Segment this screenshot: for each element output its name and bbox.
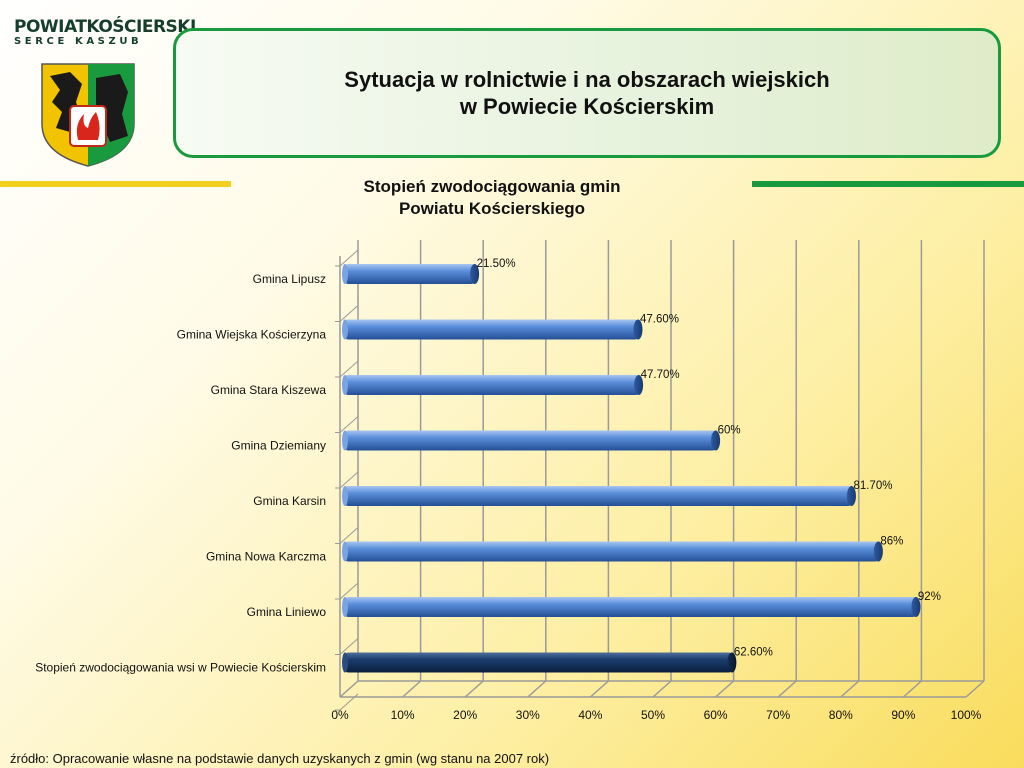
bar-start-cap: [342, 375, 348, 395]
y-wall-line: [339, 416, 359, 433]
category-label: Stopień zwodociągowania wsi w Powiecie K…: [35, 661, 326, 675]
y-wall-line: [339, 360, 359, 378]
gridline-floor: [777, 680, 797, 698]
y-wall-line: [339, 693, 359, 711]
y-wall-line: [339, 471, 359, 489]
bar-start-cap: [342, 319, 348, 340]
source-note: źródło: Opracowanie własne na podstawie …: [10, 751, 550, 766]
data-label: 47.60%: [640, 314, 679, 326]
data-label: 47.70%: [641, 369, 680, 381]
page-title-line2: w Powiecie Kościerskim: [459, 94, 715, 119]
bar: [345, 375, 639, 395]
logo-name: POWIATKOŚCIERSKI: [14, 17, 196, 37]
bar-end-cap: [634, 375, 644, 395]
y-wall-line: [339, 638, 359, 655]
data-label: 86%: [880, 536, 903, 548]
gridline-floor: [902, 680, 922, 698]
chart-title: Stopień zwodociągowania gmin Powiatu Koś…: [292, 176, 692, 220]
bar-start-cap: [342, 597, 348, 617]
x-tick-label: 20%: [453, 708, 477, 722]
gridline-floor: [715, 680, 735, 698]
category-label: Gmina Liniewo: [247, 605, 327, 619]
x-tick-label: 100%: [951, 708, 982, 722]
gridline-floor: [527, 680, 547, 698]
x-tick-label: 10%: [391, 708, 415, 722]
logo: POWIATKOŚCIERSKI SERCE KASZUB: [14, 17, 196, 48]
bar: [345, 486, 852, 506]
coat-of-arms-icon: [41, 63, 135, 167]
bar-end-cap: [470, 264, 480, 284]
x-tick-label: 30%: [516, 708, 540, 722]
data-label: 60%: [718, 425, 741, 437]
x-tick-label: 50%: [641, 708, 665, 722]
title-box: Sytuacja w rolnictwie i na obszarach wie…: [173, 28, 1001, 158]
y-wall-line: [339, 305, 359, 322]
bar-start-cap: [342, 486, 348, 506]
gridline-floor: [464, 680, 484, 698]
bar-start-cap: [342, 652, 348, 673]
gridline-floor: [965, 680, 985, 698]
y-wall-line: [339, 527, 359, 544]
bar-end-cap: [873, 541, 883, 562]
y-wall-line: [339, 582, 359, 600]
bar: [345, 652, 732, 673]
category-label: Gmina Stara Kiszewa: [211, 383, 327, 397]
x-tick-label: 0%: [331, 708, 349, 722]
category-label: Gmina Nowa Karczma: [206, 550, 326, 564]
logo-subtitle: SERCE KASZUB: [14, 36, 143, 47]
category-label: Gmina Lipusz: [253, 272, 326, 286]
chart-title-line1: Stopień zwodociągowania gmin: [363, 177, 621, 196]
data-label: 21.50%: [477, 258, 516, 270]
green-divider: [752, 181, 1024, 187]
bar-end-cap: [633, 319, 643, 340]
bar: [345, 541, 879, 562]
bar-end-cap: [727, 652, 737, 673]
category-label: Gmina Dziemiany: [231, 439, 326, 453]
y-wall-line: [339, 249, 359, 267]
gridline-floor: [589, 680, 609, 698]
data-label: 62.60%: [734, 647, 773, 659]
bar: [345, 264, 475, 284]
bar: [345, 597, 916, 617]
bar-start-cap: [342, 264, 348, 284]
bar-end-cap: [711, 430, 721, 451]
x-tick-label: 40%: [578, 708, 602, 722]
yellow-divider: [0, 181, 231, 187]
x-tick-label: 90%: [891, 708, 915, 722]
chart-title-line2: Powiatu Kościerskiego: [398, 199, 586, 218]
bar-start-cap: [342, 541, 348, 562]
category-label: Gmina Karsin: [253, 494, 326, 508]
gridline-floor: [339, 680, 359, 698]
bar: [345, 319, 638, 340]
gridline-floor: [840, 680, 860, 698]
bar-end-cap: [846, 486, 856, 506]
gridline-floor: [402, 680, 422, 698]
x-tick-label: 80%: [829, 708, 853, 722]
bar-start-cap: [342, 430, 348, 451]
x-tick-label: 70%: [766, 708, 790, 722]
data-label: 92%: [918, 591, 941, 603]
x-tick-label: 60%: [704, 708, 728, 722]
gridline-floor: [652, 680, 672, 698]
bar-end-cap: [911, 597, 921, 617]
category-label: Gmina Wiejska Kościerzyna: [177, 328, 327, 342]
bar: [345, 430, 716, 451]
data-label: 81.70%: [853, 480, 892, 492]
page-title-line1: Sytuacja w rolnictwie i na obszarach wie…: [344, 67, 830, 92]
